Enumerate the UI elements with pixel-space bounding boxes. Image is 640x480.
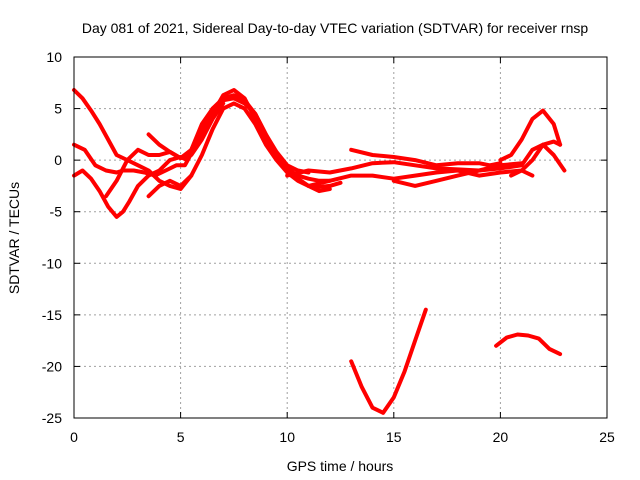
series-line-arc-8: [306, 168, 535, 188]
y-tick-label: -10: [42, 255, 62, 271]
y-tick-label: 5: [54, 101, 62, 117]
series-line-arc-11: [498, 108, 563, 163]
series-line-arc-6: [146, 173, 194, 199]
series-line-arc-10: [391, 161, 524, 188]
series-line-arc-3: [72, 88, 343, 191]
y-axis-label: SDTVAR / TECUs: [6, 182, 22, 294]
y-tick-label: 10: [46, 49, 62, 65]
y-tick-label: -5: [50, 204, 63, 220]
series-line-arc-5: [146, 101, 226, 161]
series-line-arc-13: [349, 307, 428, 415]
x-tick-label: 5: [177, 429, 185, 445]
x-tick-label: 25: [599, 429, 615, 445]
x-tick-label: 10: [279, 429, 295, 445]
plot-frame: [73, 56, 608, 419]
series-group: [72, 88, 567, 415]
series-line-arc-4: [104, 93, 311, 199]
series-line-arc-14: [494, 332, 563, 357]
y-tick-label: -25: [42, 410, 62, 426]
chart-title: Day 081 of 2021, Sidereal Day-to-day VTE…: [82, 20, 588, 36]
y-tick-label: -15: [42, 307, 62, 323]
x-tick-label: 15: [386, 429, 402, 445]
series-line-arc-7: [285, 139, 563, 178]
x-tick-label: 0: [70, 429, 78, 445]
grid: [73, 56, 608, 419]
x-axis-label: GPS time / hours: [287, 458, 394, 474]
series-line-arc-9: [349, 147, 503, 168]
series-line-arc-12: [509, 142, 567, 178]
y-tick-label: -20: [42, 358, 62, 374]
y-tick-label: 0: [54, 152, 62, 168]
axis-ticks: 0 5 10 15 20 25 -25 -20 -15 -10 -5 0 5 10: [42, 49, 615, 445]
x-tick-label: 20: [493, 429, 509, 445]
